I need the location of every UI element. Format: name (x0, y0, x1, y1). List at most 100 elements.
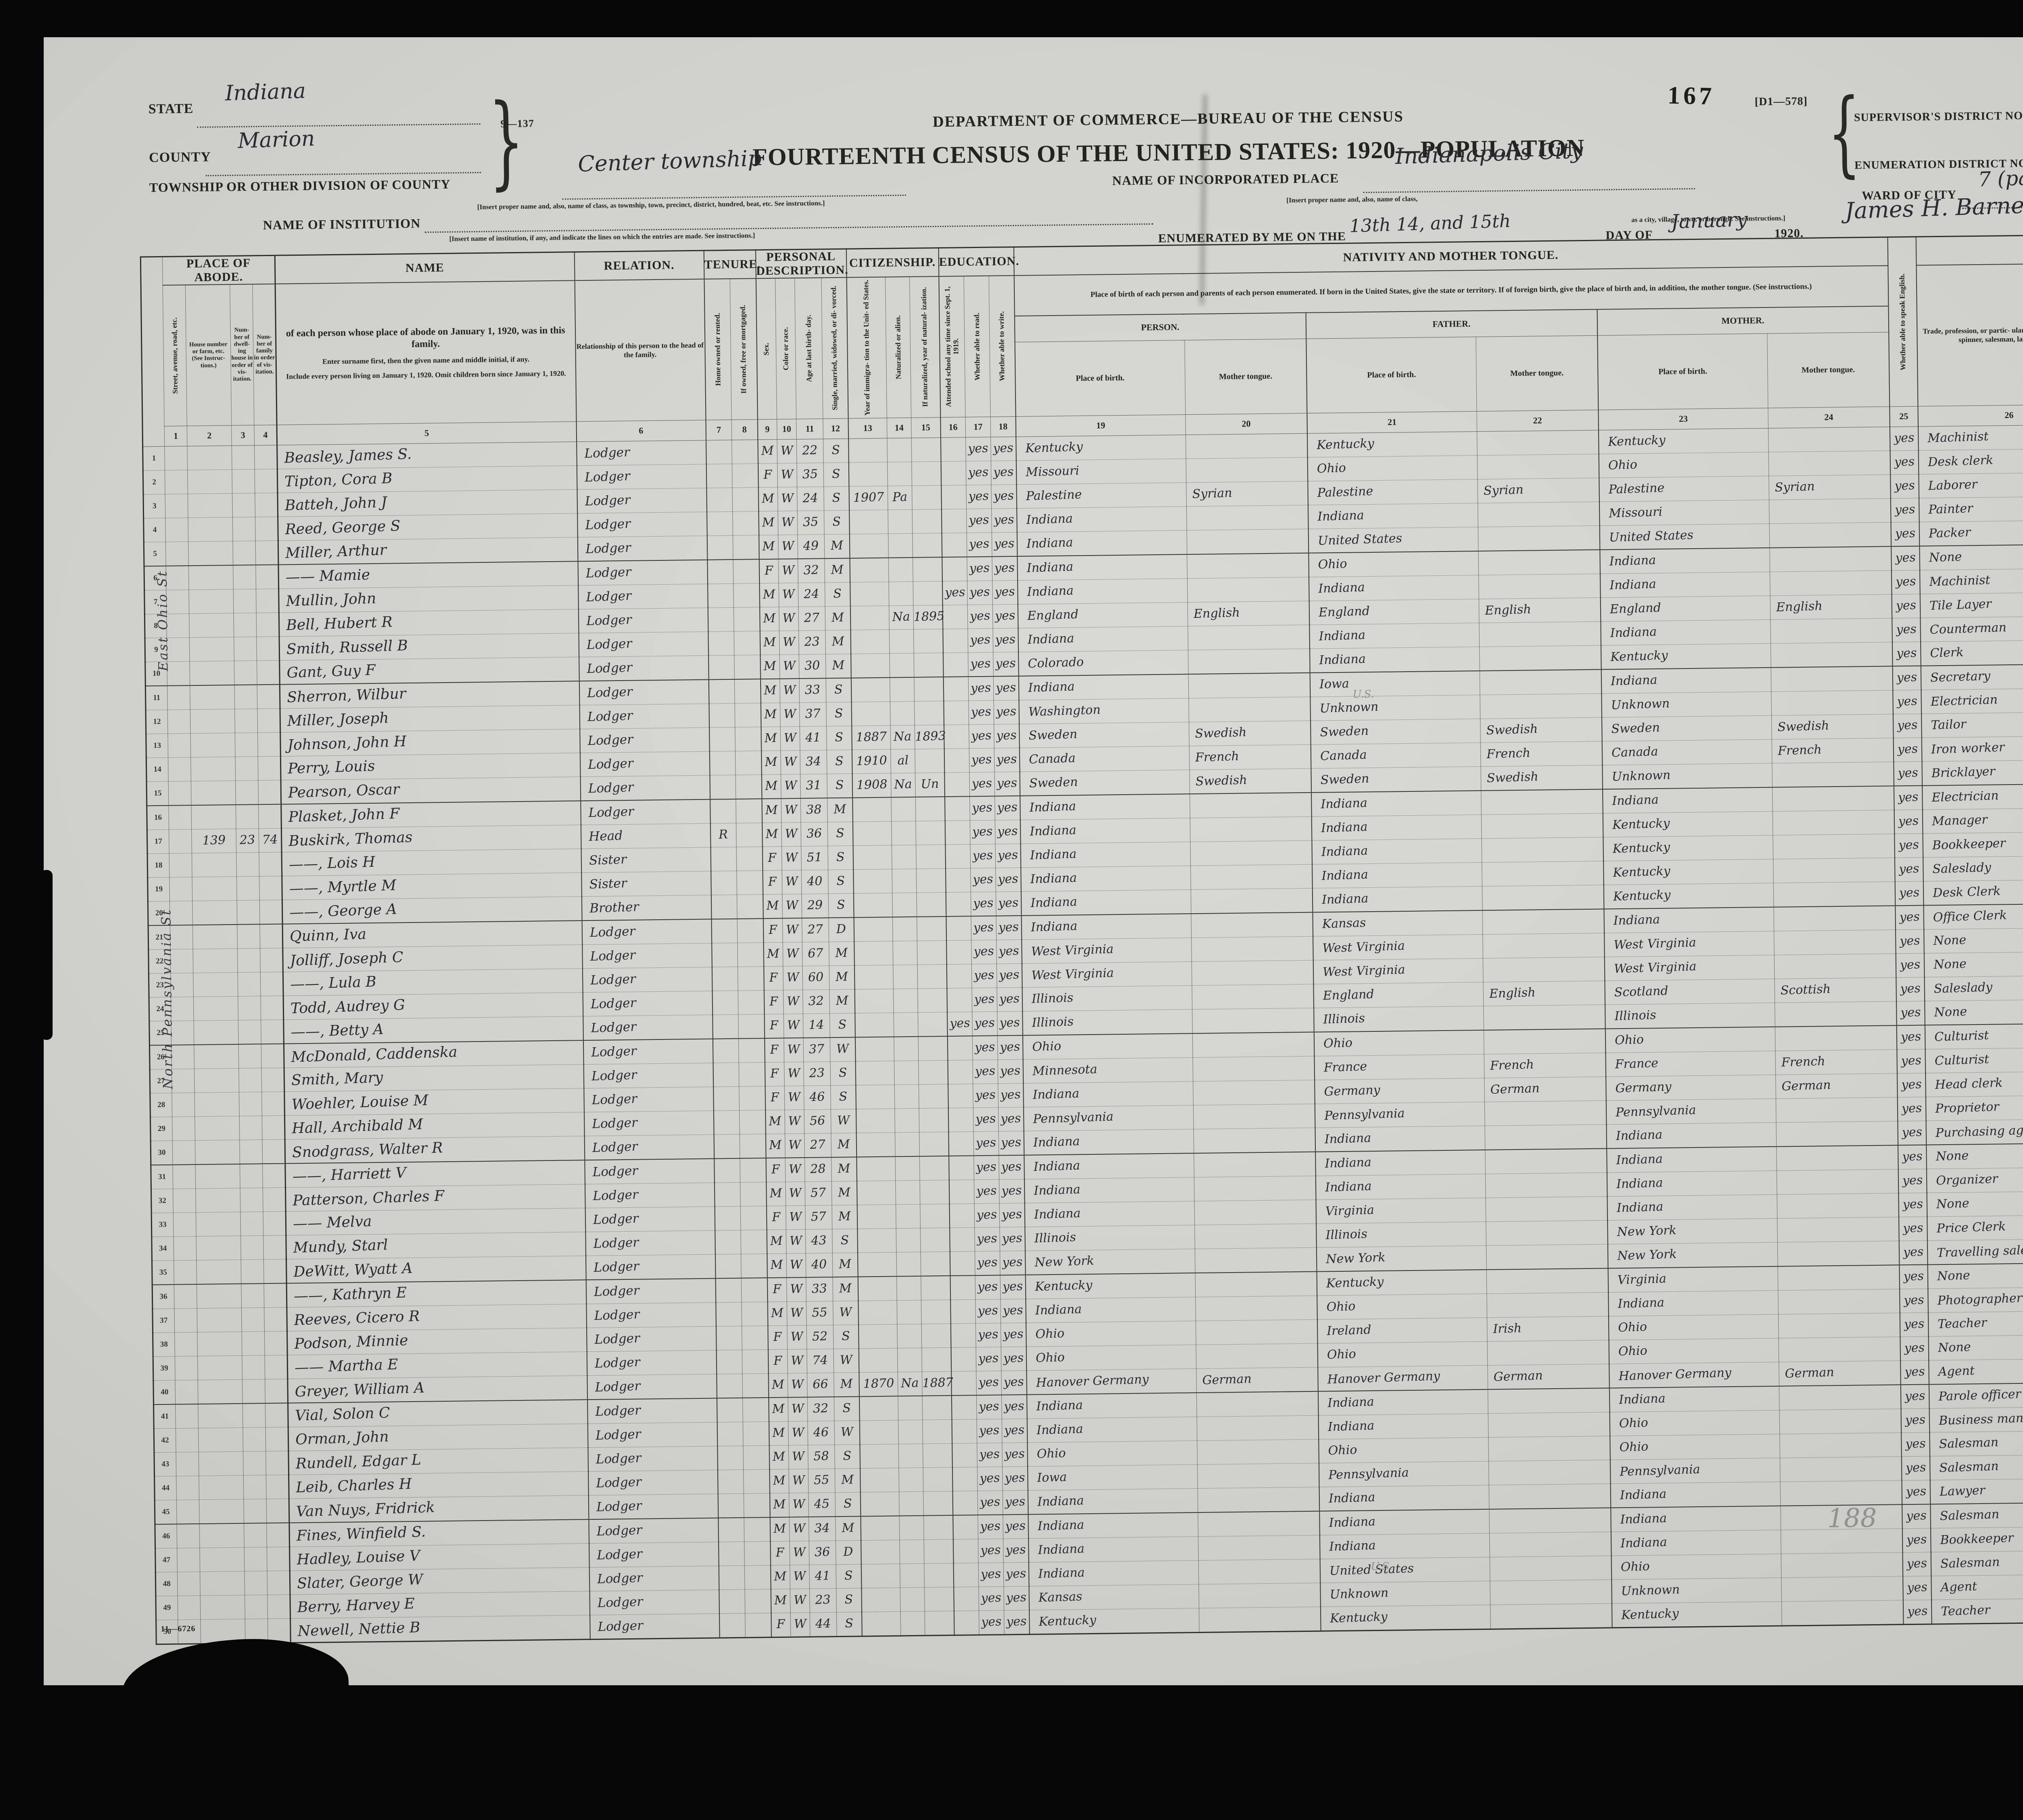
handwritten-value: yes (968, 441, 989, 456)
handwritten-value: yes (974, 1016, 995, 1031)
handwritten-value: Kentucky (1025, 439, 1083, 456)
handwritten-value: Syrian (1775, 479, 1815, 495)
cell-fpob: Pennsylvania (1315, 1101, 1485, 1128)
cell-read: yes (979, 1610, 1005, 1635)
cell-read: yes (968, 676, 994, 701)
cell-nat (887, 461, 912, 486)
cell-lineno: 47 (155, 1548, 178, 1572)
col-number: 14 (887, 417, 912, 438)
cell-eng: yes (1895, 929, 1924, 954)
handwritten-value: Pennsylvania (1324, 1106, 1405, 1123)
cell-family (263, 1259, 287, 1283)
cell-occ: Office Clerk (1923, 903, 2023, 929)
handwritten-value: yes (1904, 1389, 1925, 1404)
cell-mortgage (736, 870, 763, 895)
cell-read: yes (967, 532, 992, 557)
cell-home (706, 463, 732, 488)
cell-name: Beasley, James S. (277, 441, 577, 469)
cell-sex: M (761, 750, 781, 775)
cell-house (194, 1068, 239, 1093)
cell-mortgage (734, 655, 761, 679)
cell-tongue (1195, 1271, 1317, 1297)
handwritten-value: W (793, 1545, 806, 1560)
handwritten-value: Ohio (1327, 1442, 1357, 1458)
handwritten-value: M (774, 1593, 787, 1608)
handwritten-value: M (773, 1497, 786, 1512)
handwritten-value: F (768, 851, 777, 865)
cell-dwelling (235, 780, 259, 805)
handwritten-value: Pearson, Oscar (288, 781, 400, 801)
cell-street (177, 1572, 200, 1596)
cell-fpob: Indiana (1312, 886, 1482, 912)
cell-dwelling (233, 541, 256, 565)
handwritten-value: 1870 (863, 1376, 895, 1392)
handwritten-value: al (897, 753, 909, 768)
cell-ftongue (1486, 1220, 1608, 1245)
handwritten-value: yes (980, 1471, 1001, 1486)
cell-naty (916, 820, 946, 845)
cell-imm (854, 941, 893, 965)
cell-house (193, 972, 238, 997)
cell-color: W (784, 1037, 804, 1062)
handwritten-value: Mullin, John (285, 590, 377, 610)
handwritten-value: Lodger (591, 1044, 637, 1060)
cell-marital: S (833, 1324, 859, 1349)
cell-mortgage (740, 1158, 766, 1182)
cell-color: W (785, 1157, 805, 1182)
handwritten-value: Iowa (1319, 676, 1349, 692)
handwritten-value: yes (997, 824, 1018, 839)
cell-occ: None (1927, 1190, 2023, 1217)
cell-family (258, 780, 281, 804)
handwritten-value: Indiana (1029, 847, 1077, 863)
cell-mtongue (1774, 929, 1896, 955)
handwritten-value: W (840, 1353, 853, 1368)
cell-naty (917, 940, 947, 965)
handwritten-value: 32 (808, 994, 825, 1009)
cell-relation: Lodger (588, 1517, 719, 1544)
cell-imm (856, 1108, 895, 1133)
handwritten-value: Lodger (597, 1618, 643, 1634)
cell-home (718, 1541, 745, 1566)
handwritten-value: Hanover Germany (1327, 1369, 1440, 1387)
handwritten-value: Perry, Louis (287, 757, 375, 777)
cell-eng: yes (1897, 1073, 1926, 1097)
cell-mortgage (738, 966, 764, 991)
cell-mpob: Indiana (1606, 1122, 1777, 1148)
cell-home (706, 439, 732, 464)
handwritten-value: Ohio (1619, 1439, 1649, 1455)
handwritten-value: Indiana (1026, 535, 1073, 551)
cell-nat: Pa (887, 485, 912, 510)
cell-write: yes (999, 1226, 1025, 1251)
cell-family (261, 1067, 284, 1092)
cell-dwelling (240, 1235, 264, 1260)
cell-color: W (790, 1588, 810, 1613)
cell-relation: Lodger (579, 631, 708, 657)
cell-ftongue (1487, 1268, 1608, 1294)
cell-name: Hadley, Louise V (289, 1543, 590, 1571)
cell-age: 57 (805, 1205, 832, 1229)
handwritten-value: yes (999, 967, 1020, 983)
col-number: 21 (1306, 411, 1477, 433)
cell-color: W (783, 966, 803, 990)
township-note: [Insert proper name and, also, name of c… (477, 199, 825, 211)
cell-lineno: 1 (142, 446, 165, 471)
cell-age: 41 (799, 726, 827, 751)
cell-fpob: Virginia (1316, 1197, 1486, 1224)
cell-name: Vial, Solon C (288, 1399, 588, 1427)
cell-home (718, 1493, 744, 1518)
cell-relation: Lodger (590, 1613, 720, 1640)
cell-mpob: Ohio (1609, 1410, 1780, 1436)
col-number: 6 (576, 420, 706, 442)
cell-fpob: Unknown (1310, 694, 1480, 721)
handwritten-value: M (765, 778, 778, 793)
line-number: 41 (161, 1412, 169, 1421)
cell-ftongue (1482, 933, 1605, 958)
cell-write: yes (993, 700, 1019, 724)
cell-write: yes (1000, 1298, 1026, 1323)
col-header-mortgage: If owned, free or mortgaged. (730, 278, 758, 420)
handwritten-value: Laborer (1928, 477, 1978, 493)
cell-name: ——, Lula B (283, 968, 583, 996)
cell-family (262, 1139, 285, 1164)
handwritten-value: Sweden (1028, 775, 1078, 791)
handwritten-value: Batteh, John J (284, 494, 388, 514)
